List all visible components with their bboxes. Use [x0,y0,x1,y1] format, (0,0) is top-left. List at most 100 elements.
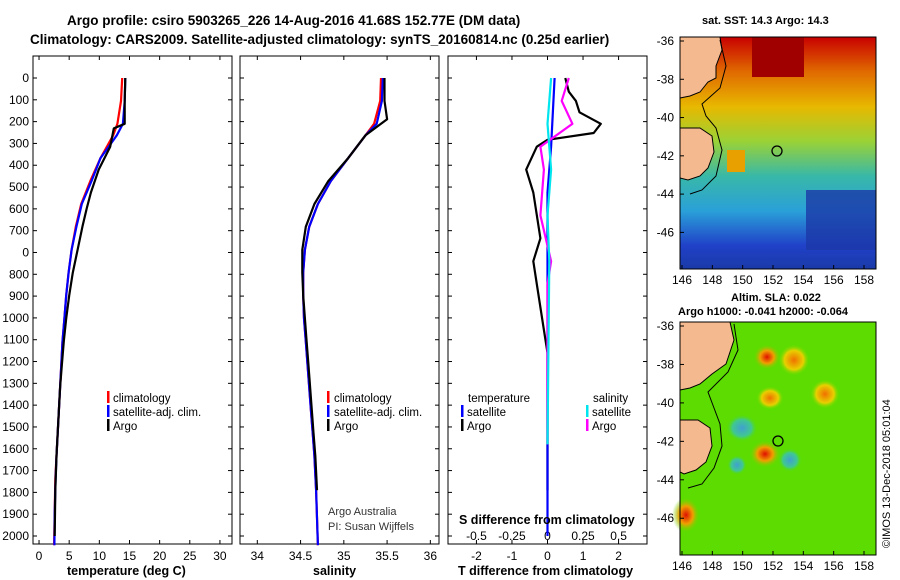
map-lat-label-sst: -42 [657,149,675,163]
map-lon-label-sst: 158 [854,273,874,287]
sla-land [679,321,735,391]
x-tick-label-salinity-diff: -0.25 [498,529,526,543]
sst-shelf-contour [689,39,727,195]
depth-tick-label: 1800 [2,485,29,499]
map-lon-label-sst: 150 [733,273,753,287]
legend-mark-s-argo [586,419,589,431]
legend-label-t-argo: Argo [467,421,491,433]
salinity-axis-label: salinity [313,564,356,578]
map-lon-label-sla: 158 [854,559,874,573]
series-line-argo [301,78,389,491]
legend-label-climatology: climatology [334,393,392,405]
depth-tick-label: 1900 [2,507,29,521]
x-tick-label-salinity-diff: 0.25 [571,529,595,543]
map-lon-label-sla: 148 [702,559,722,573]
depth-tick-label: 0 [22,71,29,85]
credit-line2: PI: Susan Wijffels [328,521,414,533]
depth-tick-label: 800 [9,267,29,281]
s-difference-axis-label: S difference from climatology [459,513,635,527]
map-lon-label-sst: 156 [824,273,844,287]
sst-warm-patch [752,37,804,77]
x-tick-label-salinity-diff: 0.5 [610,529,627,543]
map-lat-label-sst: -38 [657,72,675,86]
credit-line1: Argo Australia [328,506,397,518]
sla-map-frame [679,321,877,556]
sla-float-marker [772,435,784,447]
legend-mark-s-satellite [586,405,589,417]
legend-mark-climatology [327,391,330,403]
series-line-satellite-t [546,77,556,536]
legend-mark-climatology [107,391,110,403]
temperature-plot-frame [32,55,233,545]
map-lon-label-sla: 152 [763,559,783,573]
sst-warm-eddy [727,150,745,172]
depth-tick-label: 400 [9,158,29,172]
depth-tick-label: 1100 [3,333,29,347]
t-difference-axis-label: T difference from climatology [458,564,633,578]
sst-map-title: sat. SST: 14.3 Argo: 14.3 [702,15,829,27]
map-lon-label-sst: 148 [702,273,722,287]
depth-tick-label: 2000 [2,529,29,543]
x-tick-label: 2 [615,549,622,563]
map-axes: -36 -38 -40 -42 -44 -46 146 148 150 152 154 156 158 -… [657,34,875,573]
legend-mark-t-satellite [461,405,464,417]
series-line-argo [53,77,127,537]
temperature-plot: 0 5 10 15 20 25 30 [36,56,232,563]
map-lat-label-sla: -44 [657,473,675,487]
legend-label-s-argo: Argo [592,421,616,433]
sla-map [672,321,877,556]
depth-tick-label: 1400 [2,398,29,412]
x-tick-label: 5 [66,549,73,563]
x-tick-label: 0 [36,549,43,563]
sla-eddy-blue-3 [778,448,802,472]
sst-float-marker [771,145,783,157]
sla-map-title-line1: Altim. SLA: 0.022 [731,292,821,304]
legend-label-argo: Argo [334,421,358,433]
x-tick-label-salinity-diff: -0.5 [466,529,487,543]
depth-tick-label: 100 [9,93,29,107]
map-lat-label-sla: -40 [657,396,675,410]
difference-legend: temperature satellite Argo salinity sate… [461,393,631,433]
sla-shelf-contour [687,323,739,489]
map-lon-label-sst: 152 [763,273,783,287]
sla-eddy-red-2 [749,440,781,468]
map-lat-label-sst: -46 [657,225,675,239]
sla-eddy-blue-2 [727,455,747,475]
depth-tick-label: 1000 [2,311,29,325]
map-lat-label-sla: -36 [657,319,675,333]
map-lat-label-sla: -46 [657,511,675,525]
salinity-legend: climatology satellite-adj. clim. Argo Ar… [327,391,422,533]
x-tick-label: 36 [424,549,438,563]
sst-cool-patch [806,190,876,250]
legend-label-satellite: satellite-adj. clim. [334,407,422,419]
x-tick-label: 35 [337,549,351,563]
map-lon-label-sla: 146 [672,559,692,573]
legend-mark-satellite [107,405,110,417]
x-tick-label: 10 [93,549,107,563]
depth-axis: 0 100 200 300 400 500 600 700 0 800 900 1000 1100 120… [2,71,37,543]
x-tick-label: 34.5 [289,549,313,563]
series-line-satellite-adj-clim- [53,77,127,546]
x-tick-label: 25 [183,549,197,563]
legend-label-s-satellite: satellite [592,407,631,419]
depth-tick-label: 1500 [2,420,29,434]
legend-label-argo: Argo [113,421,137,433]
series-line-argo-s [539,77,574,445]
map-lat-label-sst: -36 [657,34,675,48]
depth-tick-label: 600 [9,202,29,216]
depth-tick-label: 300 [9,136,29,150]
x-tick-label: 34 [251,549,265,563]
sla-eddy-red-3 [672,497,700,533]
legend-mark-satellite [327,405,330,417]
temperature-legend: climatology satellite-adj. clim. Argo [107,391,201,433]
sst-tasmania [679,127,715,181]
sla-map-title-line2: Argo h1000: -0.041 h2000: -0.064 [678,306,849,318]
map-lat-label-sst: -40 [657,111,675,125]
map-lat-label-sla: -42 [657,434,675,448]
depth-tick-label: 1700 [2,464,29,478]
legend-label-salinity: salinity [593,393,628,405]
map-lon-label-sst: 146 [672,273,692,287]
sst-map [679,36,877,270]
sst-map-frame [679,36,877,270]
depth-tick-label: 1200 [2,355,29,369]
